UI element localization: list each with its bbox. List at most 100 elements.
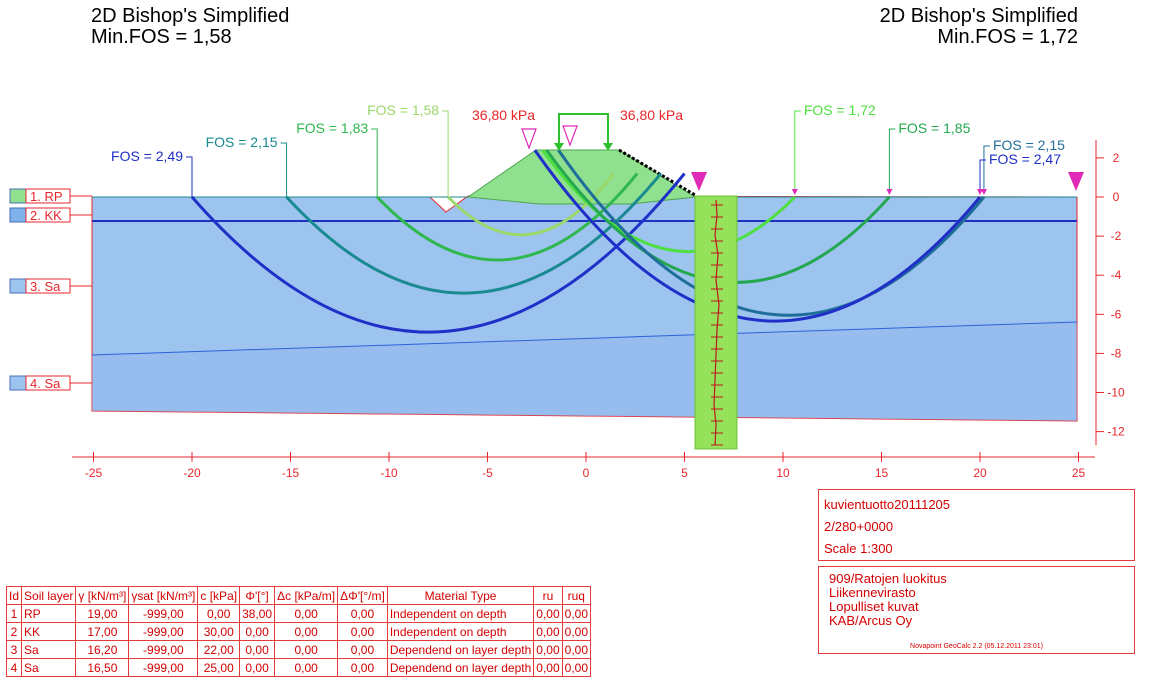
layer-swatch: [9, 207, 27, 223]
x-tick-label: 25: [1072, 466, 1086, 480]
cross-section-diagram: FOS = 2,49 FOS = 2,15 FOS = 1,83 FOS = 1,58…: [9, 102, 1125, 480]
slip-surface-curve: [376, 172, 639, 262]
table-cell: RP: [21, 604, 77, 623]
project-info-box: kuvientuotto20111205 2/280+0000 Scale 1:…: [818, 489, 1135, 561]
table-row: 1 RP 19,00 -999,00 0,00 38,00 0,00 0,00 Independ…: [5, 604, 592, 623]
table-cell: 0,00: [533, 604, 563, 623]
table-header-cell: Soil layer: [21, 586, 77, 605]
min-fos-left: Min.FOS = 1,58: [91, 26, 232, 48]
method-title-right: 2D Bishop's Simplified: [879, 5, 1078, 27]
table-cell: 0,00: [239, 622, 276, 641]
x-tick-label: -5: [482, 466, 493, 480]
station-label: 2/280+0000: [824, 519, 894, 534]
fos-entry-marker: [886, 189, 893, 195]
table-cell: 0,00: [274, 622, 339, 641]
table-cell: Sa: [21, 640, 77, 659]
fos-leader: [186, 156, 193, 197]
table-cell: -999,00: [128, 622, 199, 641]
load-arrow-left: [554, 143, 564, 151]
material-table-header: Id Soil layer γ [kN/m³] γsat [kN/m³] c [kPa]…: [5, 586, 592, 605]
table-cell: 0,00: [274, 658, 339, 677]
table-cell: -999,00: [128, 604, 199, 623]
x-tick-label: -10: [380, 466, 398, 480]
y-tick-label: -12: [1107, 425, 1125, 439]
table-header-cell: ru: [533, 586, 563, 605]
layer-swatch: [9, 188, 27, 204]
water-marker-center: [691, 172, 707, 191]
load-marker-left: [521, 128, 537, 150]
min-fos-right: Min.FOS = 1,72: [937, 26, 1078, 48]
x-tick-label: 0: [583, 466, 590, 480]
load-marker-mid: [562, 125, 578, 147]
load-bracket: [558, 113, 609, 150]
fos-label: FOS = 1,58: [367, 102, 439, 118]
table-cell: 0,00: [561, 604, 592, 623]
table-cell: 0,00: [197, 604, 241, 623]
load-label-left: 36,80 kPa: [472, 107, 535, 123]
layer-legend: 1. RP 2. KK 3. Sa 4. Sa: [9, 188, 92, 391]
y-axis: 2 0 -2 -4 -6 -8 -10 -12: [1096, 151, 1125, 439]
table-cell: 22,00: [197, 640, 241, 659]
table-cell: 0,00: [337, 604, 388, 623]
project-name: kuvientuotto20111205: [824, 497, 951, 512]
table-header-cell: c [kPa]: [197, 586, 241, 605]
layer-swatch: [9, 278, 27, 294]
table-header-cell: Id: [5, 586, 23, 605]
layer-label: 4. Sa: [30, 376, 61, 391]
table-cell: 2: [5, 622, 23, 641]
scale-label: Scale 1:300: [824, 541, 893, 556]
table-cell: 1: [5, 604, 23, 623]
fos-leader: [888, 128, 896, 189]
table-cell: 0,00: [274, 640, 339, 659]
table-cell: 0,00: [533, 658, 563, 677]
y-tick-label: -10: [1107, 386, 1125, 400]
client-line-1: 909/Ratojen luokitus: [829, 571, 947, 586]
slip-surface-curve: [533, 149, 982, 323]
slip-surface-curve: [541, 149, 796, 254]
table-cell: Independent on depth: [386, 622, 535, 641]
layer-label: 2. KK: [30, 208, 62, 223]
table-cell: 0,00: [337, 622, 388, 641]
fos-label: FOS = 2,47: [989, 151, 1061, 167]
table-cell: KK: [21, 622, 77, 641]
table-cell: 30,00: [197, 622, 241, 641]
x-tick-label: 20: [973, 466, 987, 480]
client-line-3: Lopulliset kuvat: [829, 599, 919, 614]
fos-leader: [983, 145, 990, 189]
fos-leader: [979, 159, 986, 189]
software-label: Novapoint GeoCalc 2.2 (05.12.2011 23:01): [910, 643, 1043, 650]
table-cell: 0,00: [337, 640, 388, 659]
table-cell: 38,00: [239, 604, 276, 623]
table-cell: Dependend on layer depth: [386, 640, 535, 659]
client-info-box: 909/Ratojen luokitus Liikennevirasto Lop…: [818, 566, 1135, 654]
layer-label: 1. RP: [30, 189, 63, 204]
load-arrow-right: [603, 143, 613, 151]
fos-leader: [371, 128, 378, 197]
fos-label: FOS = 1,85: [898, 120, 970, 136]
table-cell: 16,20: [75, 640, 130, 659]
fos-label: FOS = 1,72: [804, 102, 876, 118]
x-tick-label: -15: [282, 466, 300, 480]
table-cell: 0,00: [239, 658, 276, 677]
fos-label: FOS = 2,15: [993, 137, 1065, 153]
layer-swatch: [9, 375, 27, 391]
table-header-cell: ruq: [561, 586, 592, 605]
table-cell: 0,00: [239, 640, 276, 659]
client-line-2: Liikennevirasto: [829, 585, 916, 600]
load-label-right: 36,80 kPa: [620, 107, 683, 123]
table-cell: 4: [5, 658, 23, 677]
table-header-cell: ΔΦ'[°/m]: [337, 586, 388, 605]
table-header-cell: Φ'[°]: [239, 586, 276, 605]
table-header-cell: Material Type: [386, 586, 535, 605]
header-right: 2D Bishop's Simplified Min.FOS = 1,72: [880, 6, 1078, 48]
client-line-4: KAB/Arcus Oy: [829, 613, 913, 628]
table-cell: Sa: [21, 658, 77, 677]
x-tick-label: 5: [681, 466, 688, 480]
fos-label: FOS = 2,49: [111, 148, 183, 164]
x-tick-label: 15: [875, 466, 889, 480]
table-cell: 0,00: [561, 640, 592, 659]
table-cell: 0,00: [533, 640, 563, 659]
table-cell: Independent on depth: [386, 604, 535, 623]
header-left: 2D Bishop's Simplified Min.FOS = 1,58: [91, 6, 289, 48]
y-tick-label: 0: [1113, 190, 1120, 204]
